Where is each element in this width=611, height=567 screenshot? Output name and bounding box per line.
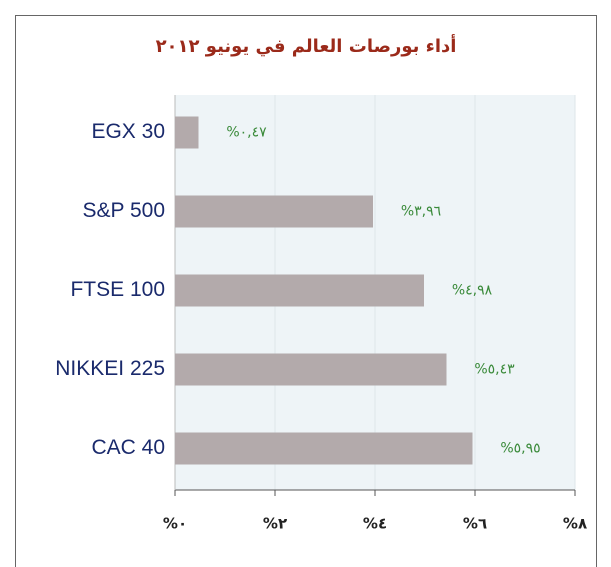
value-label: %٠,٤٧: [226, 125, 267, 141]
x-tick-label: %٨: [563, 515, 587, 533]
y-tick-label: EGX 30: [91, 120, 165, 143]
x-tick-label: %٤: [363, 515, 387, 533]
value-label: %٥,٩٥: [500, 441, 540, 457]
value-label: %٥,٤٣: [474, 362, 515, 378]
y-tick-label: NIKKEI 225: [55, 357, 165, 380]
bar: [175, 274, 424, 307]
x-tick-label: %٦: [463, 515, 487, 533]
x-tick-label: %٢: [263, 515, 287, 533]
y-tick-label: S&P 500: [82, 199, 165, 222]
bar: [175, 116, 199, 149]
bar: [175, 195, 373, 228]
x-tick-label: %٠: [163, 515, 187, 533]
value-label: %٤,٩٨: [452, 283, 493, 299]
y-tick-label: CAC 40: [91, 436, 165, 459]
bar: [175, 432, 473, 465]
value-label: %٣,٩٦: [401, 204, 441, 220]
y-tick-label: FTSE 100: [70, 278, 165, 301]
chart-title: أداء بورصات العالم في يونيو ٢٠١٢: [156, 34, 457, 57]
bar: [175, 353, 447, 386]
